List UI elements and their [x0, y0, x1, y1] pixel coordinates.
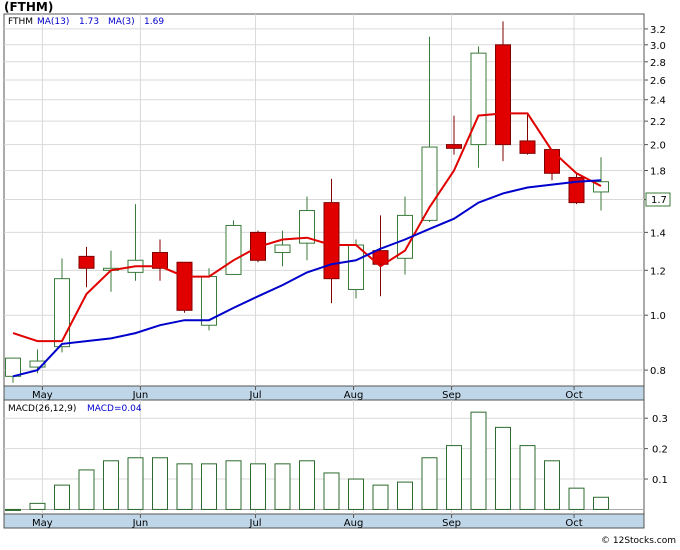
candle-down: [568, 176, 585, 204]
candle-up: [274, 244, 291, 254]
candle-up: [29, 360, 46, 368]
price-tick-label: 2.6: [650, 76, 666, 87]
price-month-label: Jun: [132, 390, 149, 401]
ma3-line: [12, 112, 602, 343]
ma13-label: MA(13): [37, 17, 69, 27]
macd-bar: [495, 426, 511, 510]
macd-bar: [5, 508, 21, 511]
price-tick-label: 1.4: [650, 228, 666, 239]
price-tick-label: 2.0: [650, 141, 666, 152]
candle-up: [421, 146, 438, 221]
macd-bar: [274, 463, 291, 510]
macd-bar: [348, 478, 364, 510]
macd-bar: [127, 457, 144, 510]
candle-up: [5, 357, 21, 377]
price-month-label: Aug: [344, 390, 364, 401]
macd-x-axis-band: [3, 513, 645, 529]
candle-up: [225, 224, 242, 275]
macd-bar: [593, 496, 609, 510]
macd-bar: [446, 445, 462, 510]
macd-month-label: Sep: [442, 518, 461, 529]
candle-down: [372, 250, 389, 265]
macd-bar: [103, 460, 119, 510]
price-tick-label: 1.2: [650, 266, 666, 277]
macd-bar: [299, 460, 315, 510]
last-price-label: 1.7: [651, 195, 667, 206]
price-tick-label: 0.8: [650, 366, 666, 377]
chart-title: (FTHM): [4, 0, 53, 14]
macd-bar: [421, 457, 438, 510]
price-x-axis-band: [3, 385, 645, 401]
macd-bar: [152, 457, 168, 510]
candle-up: [299, 210, 315, 244]
price-month-label: Jul: [249, 390, 262, 401]
macd-month-label: Aug: [344, 518, 364, 529]
price-tick-label: 2.2: [650, 117, 666, 128]
macd-bar: [397, 481, 413, 510]
price-tick-label: 2.4: [650, 96, 666, 107]
macd-tick-label: 0.2: [652, 445, 668, 456]
macd-bar: [323, 472, 340, 510]
price-month-label: Sep: [442, 390, 461, 401]
macd-value-label: MACD=0.04: [87, 404, 142, 414]
macd-bar: [250, 463, 266, 510]
candle-down: [519, 140, 536, 154]
candle-up: [593, 181, 609, 193]
macd-month-label: Oct: [565, 518, 582, 529]
candle-down: [152, 252, 168, 269]
candle-down: [446, 144, 462, 149]
macd-bar: [29, 502, 46, 510]
ma13-value: 1.73: [79, 17, 99, 27]
macd-month-label: Jul: [249, 518, 262, 529]
macd-bar: [225, 460, 242, 510]
candle-up: [54, 278, 70, 348]
candle-down: [78, 255, 95, 269]
macd-bar: [176, 463, 193, 510]
macd-bar: [544, 460, 560, 510]
macd-params-label: MACD(26,12,9): [8, 404, 76, 414]
macd-tick-label: 0.3: [652, 414, 668, 425]
macd-bar: [78, 469, 95, 510]
macd-bar: [470, 411, 487, 510]
price-tick-label: 1.0: [650, 311, 666, 322]
ma13-line: [12, 179, 602, 378]
price-month-label: Oct: [565, 390, 582, 401]
moving-averages: [12, 112, 602, 378]
price-tick-label: 3.0: [650, 41, 666, 52]
macd-histogram: [5, 411, 609, 511]
price-month-label: May: [32, 390, 53, 401]
price-tick-label: 3.2: [650, 25, 666, 36]
watermark: © 12Stocks.com: [601, 536, 676, 546]
candle-down: [495, 44, 511, 146]
candle-down: [176, 261, 193, 311]
ma3-label: MA(3): [108, 17, 135, 27]
macd-month-label: Jun: [132, 518, 149, 529]
macd-month-label: May: [32, 518, 53, 529]
macd-bar: [201, 463, 217, 510]
candle-down: [323, 202, 340, 280]
macd-bar: [519, 445, 536, 510]
price-tick-label: 1.8: [650, 167, 666, 178]
candlesticks: [5, 21, 609, 383]
macd-bar: [372, 484, 389, 510]
candle-up: [470, 52, 487, 146]
macd-tick-label: 0.1: [652, 475, 668, 486]
candle-down: [544, 149, 560, 174]
macd-bar: [54, 484, 70, 510]
macd-bar: [568, 487, 585, 510]
last-price-tag: [645, 192, 671, 207]
ma3-value: 1.69: [144, 17, 164, 27]
price-tick-label: 2.8: [650, 58, 666, 69]
candle-up: [348, 244, 364, 291]
ticker-label: FTHM: [8, 17, 33, 27]
